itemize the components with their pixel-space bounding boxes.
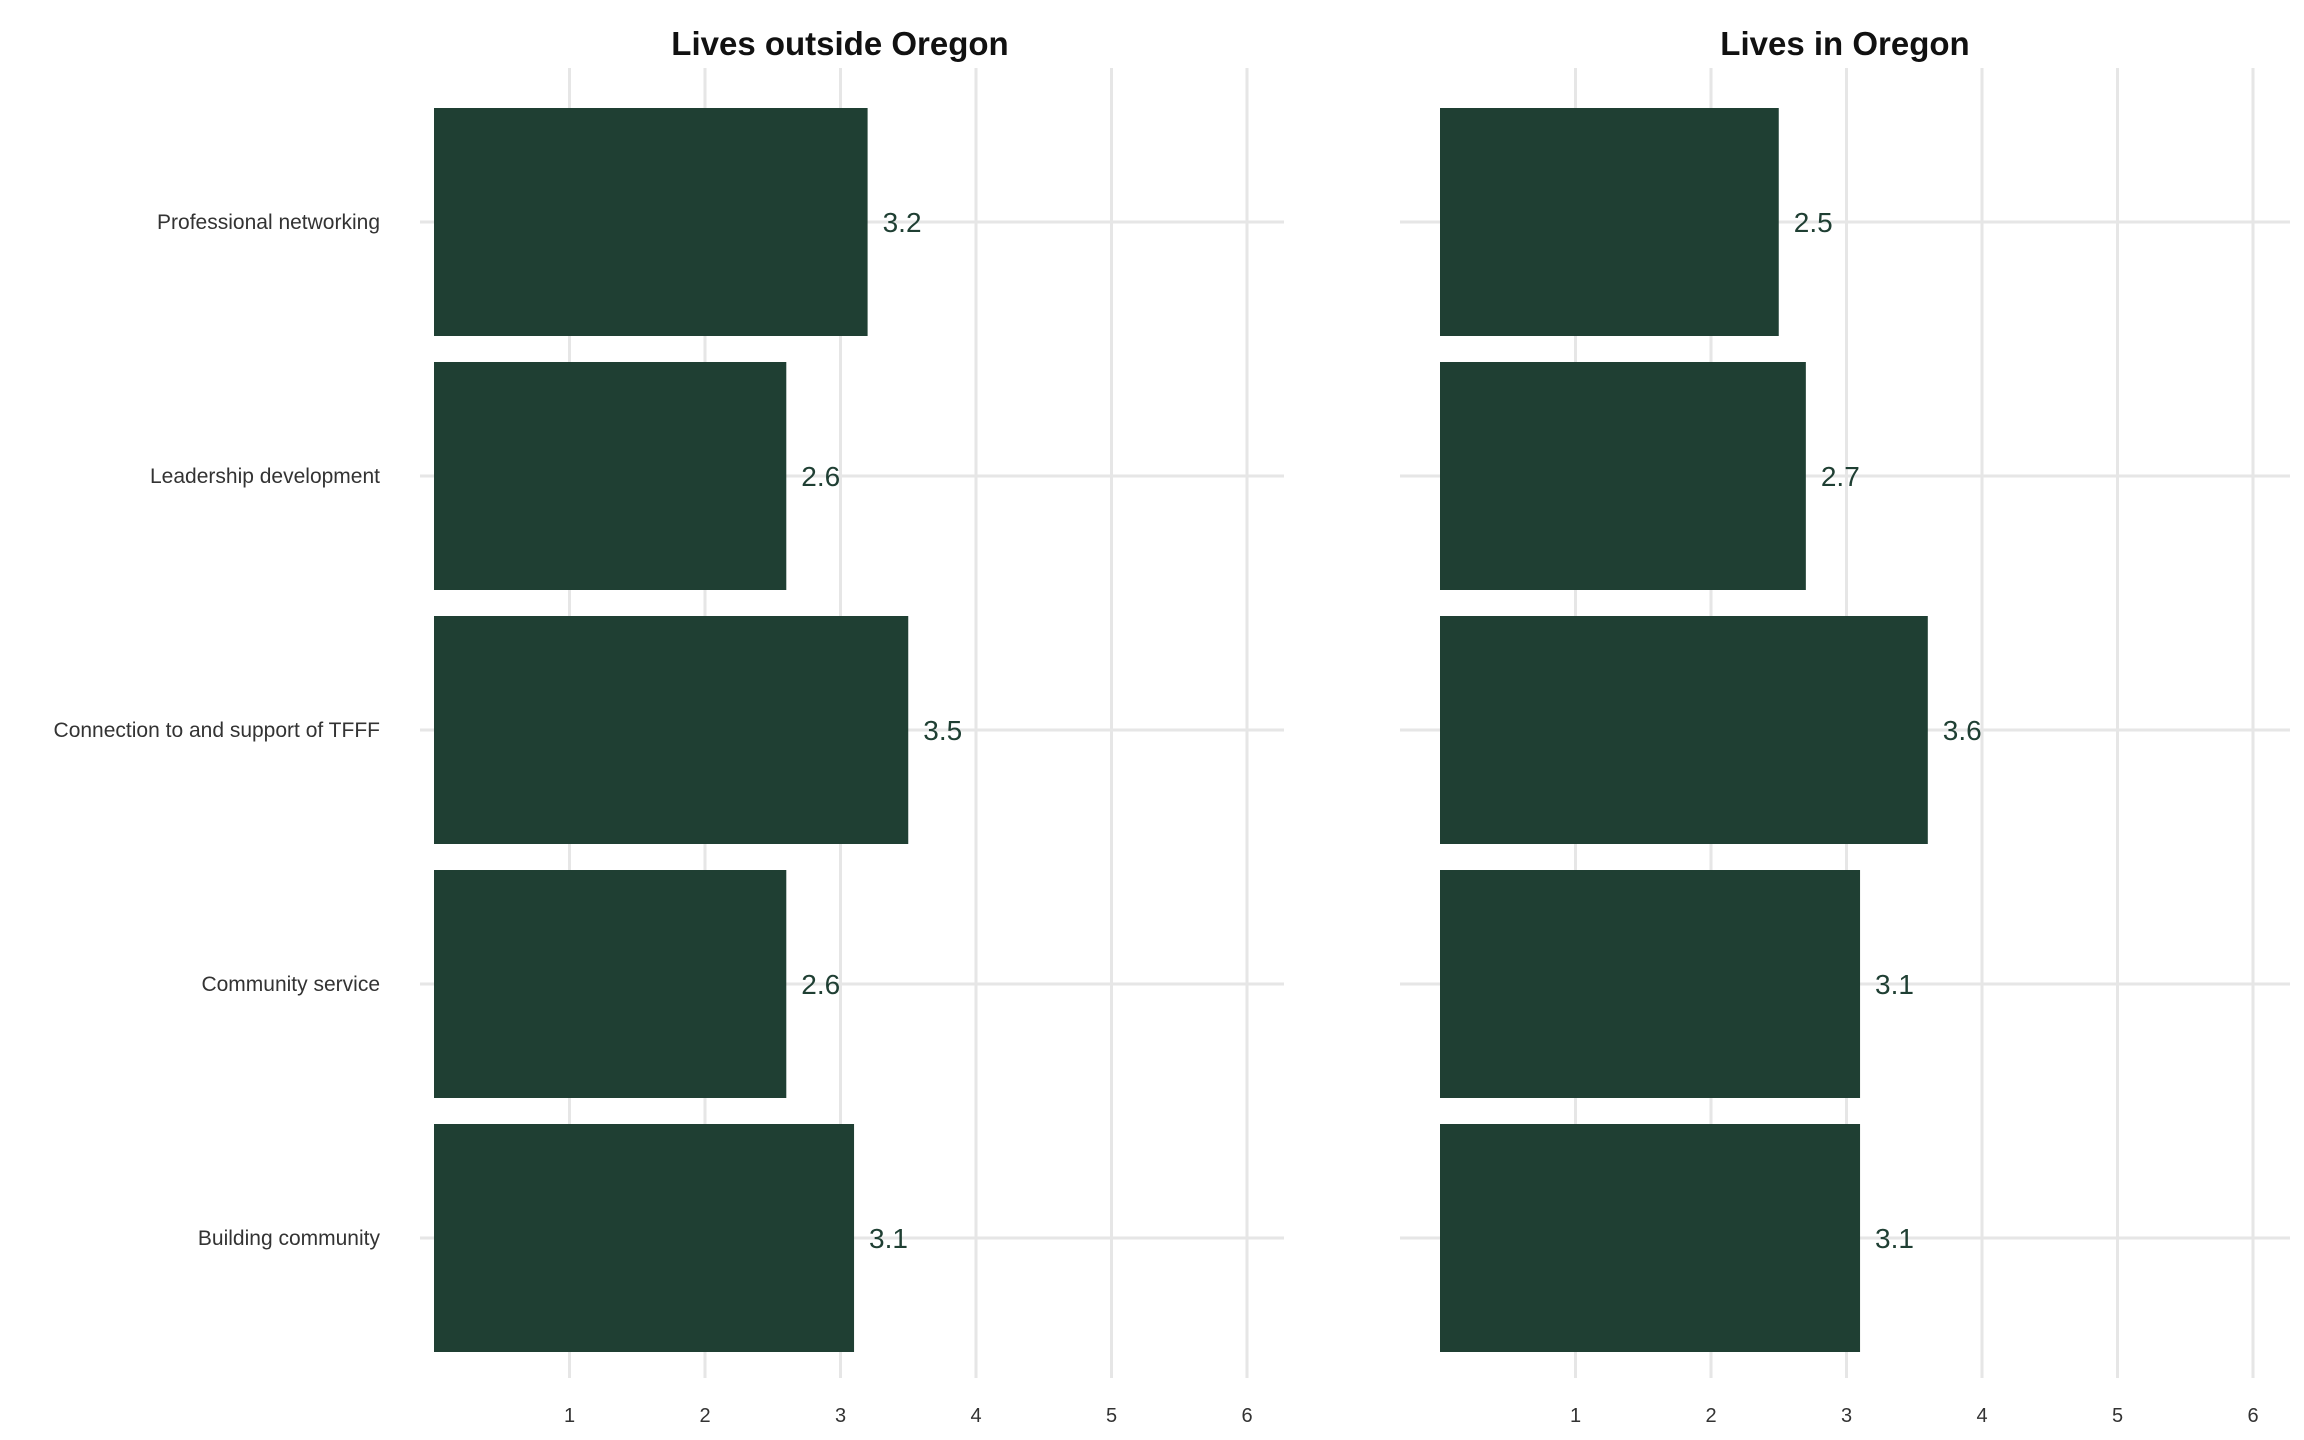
data-label: 3.1 bbox=[1875, 1223, 1914, 1254]
panel-1: 3.2 2.6 3.5 2.6 3.1 1 2 3 4 5 6 Lives outside Orego… bbox=[420, 25, 1284, 1427]
x-tick-label: 6 bbox=[2247, 1405, 2258, 1427]
bar bbox=[434, 108, 868, 336]
data-label: 2.6 bbox=[801, 461, 840, 492]
x-tick-label: 5 bbox=[1106, 1405, 1117, 1427]
x-tick-label: 4 bbox=[970, 1405, 981, 1427]
x-tick-label: 2 bbox=[699, 1405, 710, 1427]
x-tick-label: 2 bbox=[1705, 1405, 1716, 1427]
panel-title: Lives in Oregon bbox=[1720, 25, 1969, 62]
data-label: 3.5 bbox=[923, 715, 962, 746]
data-label: 3.2 bbox=[883, 207, 922, 238]
bar bbox=[434, 1124, 855, 1352]
data-label: 2.5 bbox=[1794, 207, 1833, 238]
data-label: 2.7 bbox=[1821, 461, 1860, 492]
data-label: 2.6 bbox=[801, 969, 840, 1000]
data-label: 3.1 bbox=[1875, 969, 1914, 1000]
category-label: Professional networking bbox=[157, 211, 380, 234]
bar bbox=[1440, 1124, 1861, 1352]
x-tick-label: 1 bbox=[1570, 1405, 1581, 1427]
data-label: 3.1 bbox=[869, 1223, 908, 1254]
bar bbox=[1440, 362, 1806, 590]
x-tick-label: 3 bbox=[835, 1405, 846, 1427]
panel-title: Lives outside Oregon bbox=[671, 25, 1008, 62]
category-label: Building community bbox=[198, 1227, 381, 1250]
bar bbox=[1440, 616, 1928, 844]
category-label: Connection to and support of TFFF bbox=[54, 719, 380, 742]
x-tick-label: 5 bbox=[2112, 1405, 2123, 1427]
category-label: Community service bbox=[201, 973, 380, 996]
bar bbox=[434, 362, 787, 590]
data-label: 3.6 bbox=[1943, 715, 1982, 746]
bar bbox=[434, 616, 909, 844]
category-label: Leadership development bbox=[150, 465, 380, 488]
x-tick-label: 1 bbox=[564, 1405, 575, 1427]
x-tick-label: 3 bbox=[1841, 1405, 1852, 1427]
bar bbox=[1440, 108, 1779, 336]
x-tick-label: 4 bbox=[1976, 1405, 1987, 1427]
bar bbox=[434, 870, 787, 1098]
bar bbox=[1440, 870, 1861, 1098]
x-tick-label: 6 bbox=[1241, 1405, 1252, 1427]
panel-2: 2.5 2.7 3.6 3.1 3.1 1 2 3 4 5 6 Lives in Oregon bbox=[1400, 25, 2290, 1427]
